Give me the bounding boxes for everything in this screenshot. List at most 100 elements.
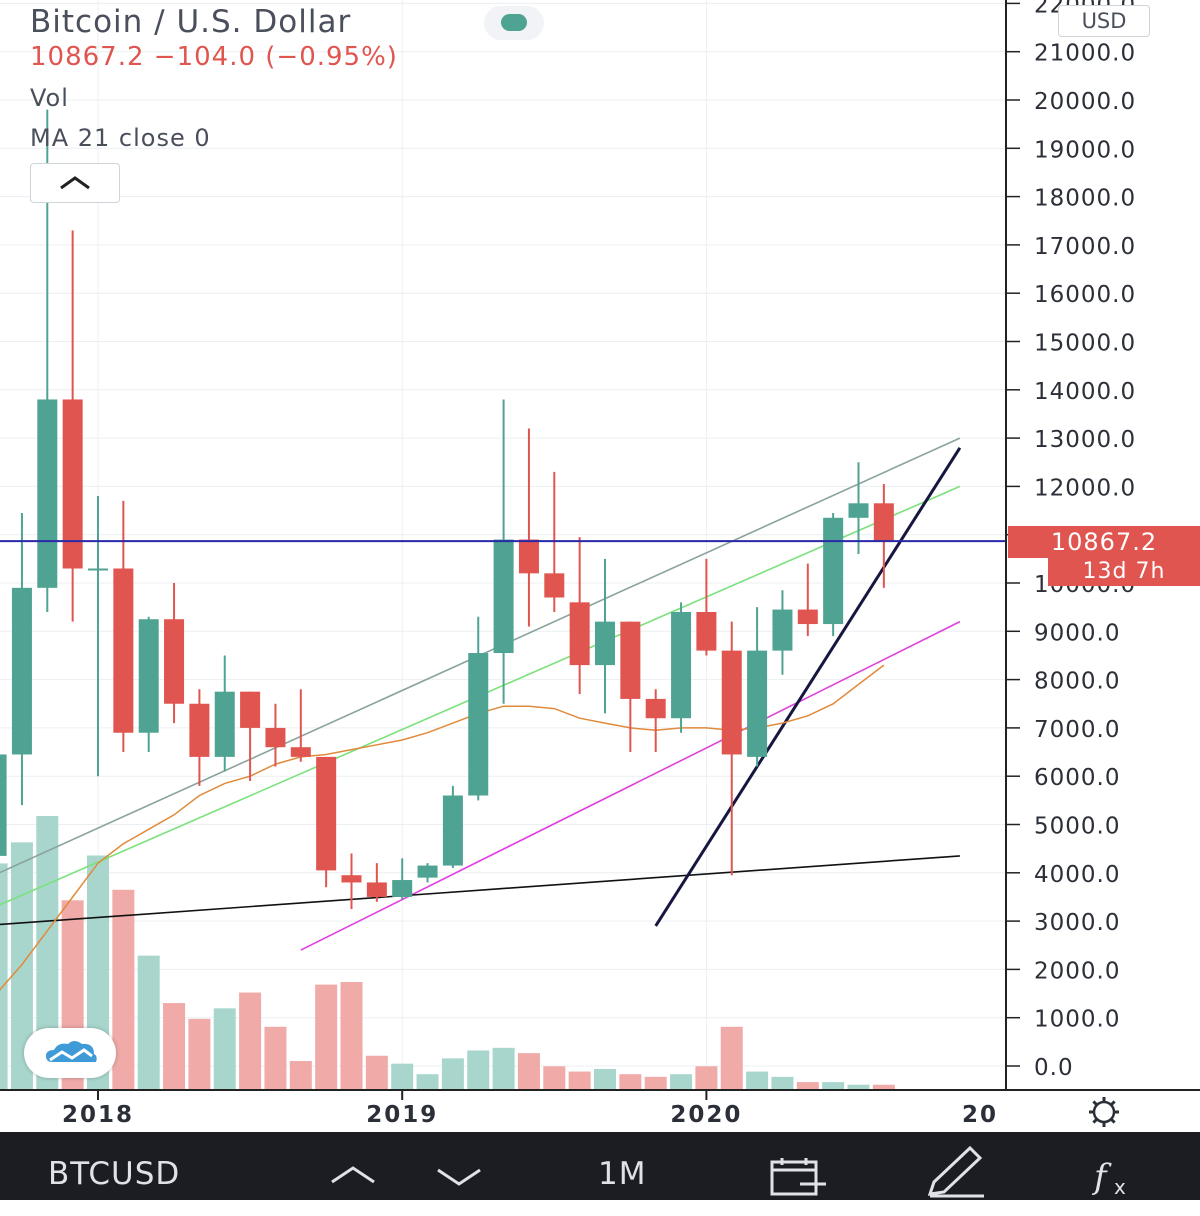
- price-change: 10867.2 −104.0 (−0.95%): [30, 42, 398, 72]
- gear-tooth: [1110, 1118, 1116, 1124]
- candle[interactable]: [873, 483, 894, 588]
- candle[interactable]: [671, 602, 692, 733]
- svg-text:x: x: [1114, 1175, 1127, 1199]
- candle-body: [164, 619, 185, 704]
- candle-body: [392, 880, 413, 897]
- candle[interactable]: [290, 689, 311, 762]
- candle[interactable]: [62, 230, 83, 622]
- trend-line-upper-channel-gray[interactable]: [0, 437, 961, 897]
- candle[interactable]: [645, 689, 666, 753]
- volume-bar: [163, 1003, 186, 1090]
- symbol-button[interactable]: BTCUSD: [48, 1156, 181, 1192]
- candle-body: [873, 503, 894, 542]
- chevron-up-icon[interactable]: [328, 1132, 378, 1200]
- pencil-icon[interactable]: [924, 1132, 988, 1200]
- volume-bars: [0, 816, 895, 1090]
- currency-button[interactable]: USD: [1058, 5, 1150, 37]
- tradingview-logo-button[interactable]: [24, 1028, 116, 1078]
- candle[interactable]: [88, 496, 108, 777]
- trend-line-steep-support-navy[interactable]: [654, 446, 962, 927]
- y-tick-label: 20000.0: [1034, 89, 1136, 115]
- candle[interactable]: [442, 785, 463, 868]
- candle-body: [316, 756, 337, 871]
- candle[interactable]: [240, 691, 261, 782]
- ma-legend[interactable]: MA 21 close 0: [30, 124, 211, 152]
- candle[interactable]: [493, 399, 514, 704]
- candle[interactable]: [696, 558, 717, 656]
- candle[interactable]: [0, 752, 7, 866]
- interval-button[interactable]: 1M: [598, 1156, 647, 1192]
- candle-body: [290, 747, 311, 757]
- y-tick-label: 17000.0: [1034, 234, 1136, 260]
- volume-bar: [619, 1074, 642, 1090]
- candle[interactable]: [797, 563, 818, 637]
- candle[interactable]: [848, 462, 869, 555]
- candle[interactable]: [113, 500, 134, 753]
- volume-bar: [543, 1066, 566, 1090]
- time-axis[interactable]: 2018 2019 2020 20: [0, 1089, 1200, 1132]
- candle[interactable]: [214, 655, 235, 772]
- candle[interactable]: [392, 858, 413, 900]
- svg-text:f: f: [1092, 1157, 1112, 1197]
- candle-body: [797, 609, 818, 625]
- y-tick-label: 1000.0: [1034, 1007, 1120, 1033]
- volume-bar: [822, 1082, 845, 1090]
- volume-legend[interactable]: Vol: [30, 84, 69, 112]
- volume-bar: [365, 1055, 388, 1090]
- volume-bar: [441, 1058, 464, 1090]
- candle[interactable]: [164, 583, 185, 724]
- candle[interactable]: [265, 703, 286, 767]
- volume-bar: [416, 1074, 439, 1090]
- candle[interactable]: [316, 756, 337, 888]
- candle-body: [265, 727, 286, 748]
- collapse-legend-button[interactable]: [30, 163, 120, 203]
- candle-body: [721, 650, 742, 755]
- candle[interactable]: [721, 621, 742, 876]
- candle[interactable]: [341, 853, 362, 910]
- last-price-tag: 10867.2: [1008, 526, 1200, 558]
- candle[interactable]: [823, 512, 844, 637]
- candle[interactable]: [366, 863, 387, 902]
- candle[interactable]: [417, 863, 438, 883]
- trend-line-long-support-black[interactable]: [0, 855, 960, 928]
- candle[interactable]: [11, 512, 32, 806]
- candle[interactable]: [772, 590, 793, 675]
- candle[interactable]: [468, 616, 489, 801]
- candle[interactable]: [595, 558, 615, 714]
- market-status-icon[interactable]: [484, 6, 544, 40]
- candle-body: [747, 650, 768, 757]
- candle[interactable]: [518, 428, 539, 627]
- candle-body: [417, 865, 438, 878]
- trend-line-mid-channel-green[interactable]: [0, 485, 961, 928]
- candle-body: [62, 399, 83, 569]
- fx-icon[interactable]: f x: [1092, 1132, 1142, 1200]
- volume-bar: [644, 1076, 667, 1090]
- x-tick-label: 2020: [670, 1102, 742, 1128]
- volume-bar: [746, 1071, 769, 1090]
- candle-body: [620, 621, 641, 699]
- y-tick-label: 16000.0: [1034, 282, 1136, 308]
- time-axis-bg: [0, 1090, 1200, 1132]
- y-tick-label: 8000.0: [1034, 669, 1120, 695]
- x-tick-label: 2018: [62, 1102, 134, 1128]
- y-tick-label: 3000.0: [1034, 910, 1120, 936]
- candle[interactable]: [620, 621, 641, 753]
- volume-bar: [340, 981, 363, 1090]
- volume-bar: [0, 863, 8, 1090]
- volume-bar: [112, 889, 135, 1090]
- volume-bar: [670, 1074, 693, 1090]
- candle[interactable]: [138, 616, 159, 753]
- calendar-compare-icon[interactable]: [766, 1132, 830, 1200]
- volume-bar: [391, 1063, 414, 1090]
- volume-bar: [796, 1082, 819, 1090]
- candle-body: [138, 619, 159, 733]
- candle-body: [823, 517, 844, 625]
- candle[interactable]: [189, 689, 210, 786]
- gear-icon[interactable]: [1089, 1097, 1119, 1127]
- chevron-down-icon[interactable]: [434, 1132, 484, 1200]
- candle[interactable]: [747, 607, 768, 767]
- candle[interactable]: [569, 537, 590, 695]
- volume-bar: [239, 992, 262, 1090]
- volume-bar: [36, 816, 59, 1090]
